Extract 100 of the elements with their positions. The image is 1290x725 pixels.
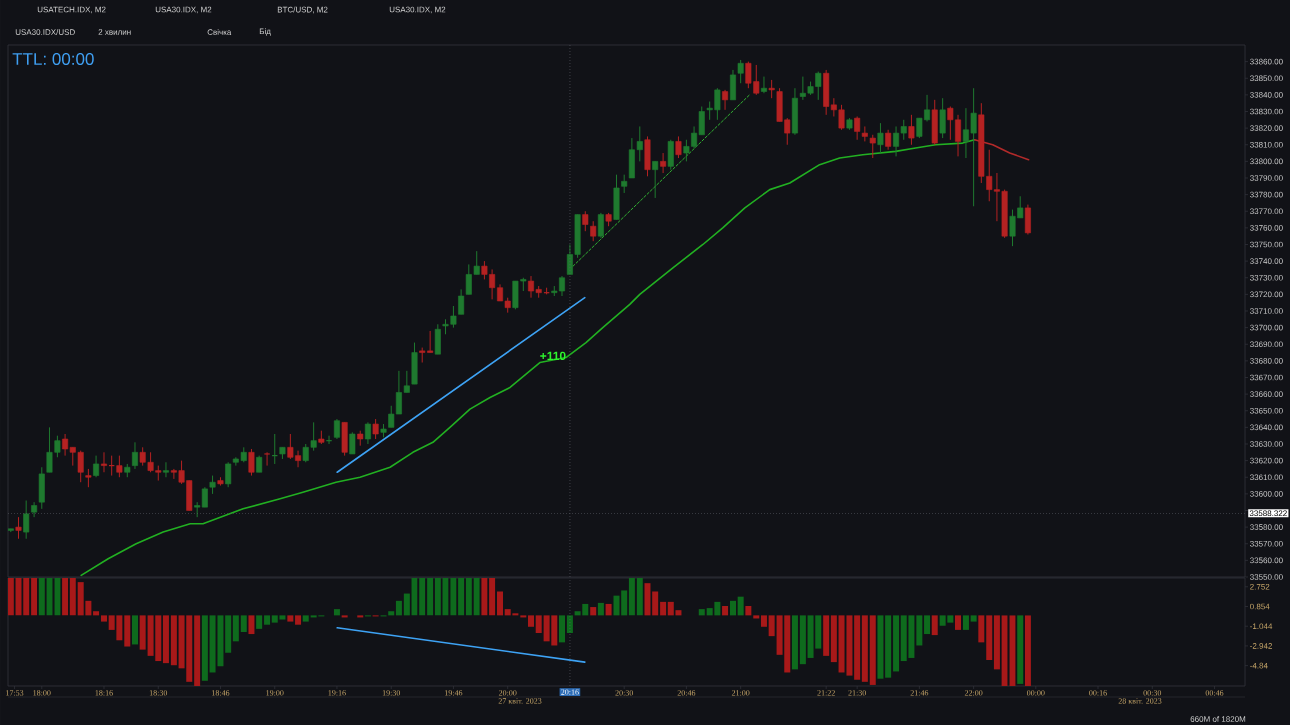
candlestick xyxy=(737,59,744,84)
bar xyxy=(162,615,169,664)
bar xyxy=(737,596,744,616)
bar xyxy=(799,615,806,665)
bar xyxy=(357,615,364,618)
bar xyxy=(745,606,752,616)
y-tick-label: 33760.00 xyxy=(1250,225,1283,231)
x2-tick-label: 00:16 xyxy=(1089,690,1107,696)
candlestick xyxy=(31,501,38,518)
y-tick-label: 33860.00 xyxy=(1250,58,1283,65)
candlestick xyxy=(590,220,597,242)
candlestick xyxy=(908,114,915,146)
x-tick-label: 21:00 xyxy=(731,690,750,696)
x-tick-label: 20:00 xyxy=(498,690,517,696)
y-tick-label: -4.84 xyxy=(1250,662,1268,669)
candlestick xyxy=(225,461,232,488)
bar xyxy=(931,615,938,636)
bar xyxy=(1017,615,1024,684)
candlestick xyxy=(652,160,659,199)
bar xyxy=(69,577,76,616)
bar xyxy=(100,615,107,622)
y-tick-label: 33560.00 xyxy=(1250,557,1283,564)
x-tick-label: 20:46 xyxy=(677,690,696,696)
bar xyxy=(722,606,729,616)
y-tick-label: 33580.00 xyxy=(1250,524,1283,530)
text: USATECH.IDX, M2 xyxy=(37,6,106,14)
bar xyxy=(395,600,402,616)
candlestick xyxy=(325,435,333,445)
x-tick-label: 18:30 xyxy=(149,690,168,696)
x2-tick-label: 00:30 xyxy=(1143,690,1162,696)
y-tick-label: 33770.00 xyxy=(1250,208,1283,215)
bar xyxy=(31,577,38,616)
x-tick-label: 21:22 xyxy=(817,690,835,696)
bar xyxy=(256,615,263,629)
y-tick-label: 33570.00 xyxy=(1250,540,1283,547)
bar xyxy=(131,615,138,645)
candlestick xyxy=(877,122,884,154)
bar xyxy=(597,602,604,616)
candlestick xyxy=(15,516,22,540)
y-tick-label: 33710.00 xyxy=(1250,308,1283,314)
candlestick xyxy=(85,468,92,488)
text: 660M of 1820M xyxy=(1190,716,1246,722)
bar xyxy=(791,615,798,670)
bar xyxy=(986,615,993,661)
bar xyxy=(916,615,923,646)
y-tick-label: -2.942 xyxy=(1250,643,1272,649)
bar xyxy=(225,615,232,653)
bar xyxy=(877,615,884,679)
candlestick xyxy=(209,475,216,495)
y-tick-label: 33810.00 xyxy=(1250,141,1283,148)
bar xyxy=(993,615,1000,670)
bar xyxy=(698,609,705,616)
y-tick-label: 33840.00 xyxy=(1250,92,1283,98)
bar xyxy=(644,583,651,616)
candlestick xyxy=(768,79,775,99)
candlestick xyxy=(364,421,371,445)
bar xyxy=(1024,615,1031,686)
candlestick xyxy=(333,418,340,440)
x-tick-label: 19:00 xyxy=(266,690,284,696)
y-tick-label: 33610.00 xyxy=(1250,474,1283,481)
annotation: +110 xyxy=(540,351,566,361)
y-tick-label: 33660.00 xyxy=(1250,391,1283,397)
bar xyxy=(302,615,309,622)
bar xyxy=(535,615,542,634)
bar xyxy=(830,615,837,663)
y-tick-label: 33680.00 xyxy=(1250,358,1283,364)
ref-line-label: 33588.322 xyxy=(1249,510,1287,517)
y-tick-label: 33630.00 xyxy=(1250,441,1283,447)
y-tick-label: 33800.00 xyxy=(1250,158,1283,165)
candlestick xyxy=(349,431,356,455)
candlestick xyxy=(93,455,100,478)
x-tick-label: 21:46 xyxy=(910,690,929,696)
bar xyxy=(528,615,535,627)
candlestick xyxy=(760,76,767,94)
candlestick xyxy=(621,174,628,194)
candlestick xyxy=(675,135,682,159)
candlestick xyxy=(869,134,876,159)
bar xyxy=(768,615,775,637)
bar xyxy=(458,577,465,616)
bar xyxy=(590,607,597,616)
y-tick-label: 33720.00 xyxy=(1250,291,1283,298)
text: Свічка xyxy=(207,29,232,35)
bar xyxy=(341,615,348,618)
bar xyxy=(287,615,294,622)
bar xyxy=(861,615,868,682)
bar xyxy=(978,615,985,643)
x-tick-label: 19:46 xyxy=(445,690,463,696)
y-tick-label: 33650.00 xyxy=(1250,407,1283,414)
x-tick-label: 17:53 xyxy=(6,690,24,696)
bar xyxy=(248,615,255,635)
y-tick-label: 33640.00 xyxy=(1250,424,1283,431)
bar xyxy=(38,577,45,616)
bar xyxy=(869,615,876,685)
y-tick-label: 0.854 xyxy=(1250,603,1270,610)
y-tick-label: 2.752 xyxy=(1250,583,1270,590)
bar xyxy=(139,615,146,650)
x-tick-label: 20:30 xyxy=(615,690,633,696)
candlestick xyxy=(660,152,667,174)
x-tick-label: 22:00 xyxy=(964,690,983,696)
bar xyxy=(295,615,302,625)
